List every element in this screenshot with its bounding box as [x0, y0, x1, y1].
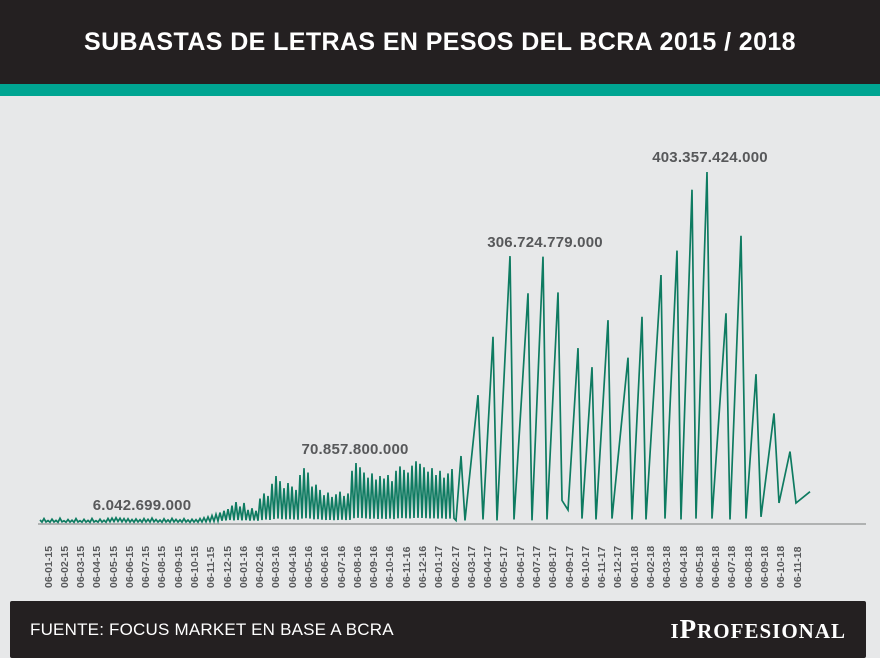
- x-axis-tick-label: 06-02-17: [449, 545, 462, 588]
- x-axis-tick-label: 06-11-17: [596, 546, 609, 588]
- x-axis-tick-label: 06-05-15: [107, 545, 120, 588]
- x-axis-tick-label: 06-03-18: [661, 545, 674, 588]
- x-axis-tick-label: 06-08-15: [156, 545, 169, 588]
- header-bar: SUBASTAS DE LETRAS EN PESOS DEL BCRA 201…: [0, 0, 880, 84]
- x-axis-tick-label: 06-12-15: [221, 545, 234, 588]
- x-axis-tick-label: 06-06-15: [123, 545, 136, 588]
- x-axis-tick-label: 06-03-17: [465, 545, 478, 588]
- chart-area: 06-01-15 06-02-15 06-03-15 06-04-15 06-05-15…: [0, 96, 880, 601]
- x-axis-tick-label: 06-01-17: [433, 545, 446, 588]
- x-axis-tick-labels: 06-01-15 06-02-15 06-03-15 06-04-15 06-05-15…: [0, 96, 880, 601]
- x-axis-tick-label: 06-07-17: [531, 545, 544, 588]
- x-axis-tick-label: 06-08-17: [547, 545, 560, 588]
- x-axis-tick-label: 06-11-18: [791, 546, 804, 588]
- x-axis-tick-label: 06-02-18: [645, 545, 658, 588]
- x-axis-tick-label: 06-04-17: [482, 545, 495, 588]
- x-axis-tick-label: 06-06-18: [710, 545, 723, 588]
- x-axis-tick-label: 06-08-18: [742, 545, 755, 588]
- x-axis-tick-label: 06-10-17: [579, 545, 592, 588]
- auction-line-chart: [38, 171, 866, 525]
- x-axis-tick-label: 06-10-16: [384, 545, 397, 588]
- x-axis-tick-label: 06-01-16: [237, 545, 250, 588]
- x-axis-tick-label: 06-07-16: [335, 545, 348, 588]
- x-axis-tick-label: 06-07-15: [140, 545, 153, 588]
- data-label: 306.724.779.000: [487, 234, 603, 251]
- x-axis-tick-label: 06-09-18: [759, 545, 772, 588]
- x-axis-tick-label: 06-12-16: [417, 545, 430, 588]
- x-axis-tick-label: 06-05-17: [498, 545, 511, 588]
- page-title: SUBASTAS DE LETRAS EN PESOS DEL BCRA 201…: [84, 27, 796, 56]
- logo-part-p: P: [679, 614, 698, 644]
- x-axis-tick-label: 06-02-16: [254, 545, 267, 588]
- x-axis-tick-label: 06-04-15: [91, 545, 104, 588]
- x-axis-tick-label: 06-03-16: [270, 545, 283, 588]
- logo-part-i: I: [670, 619, 680, 643]
- logo-part-rest: ROFESIONAL: [697, 619, 846, 643]
- x-axis-tick-label: 06-02-15: [58, 545, 71, 588]
- x-axis-tick-label: 06-06-17: [514, 545, 527, 588]
- iprofesional-logo: IPROFESIONAL: [670, 614, 846, 645]
- x-axis-tick-label: 06-09-17: [563, 545, 576, 588]
- x-axis-tick-label: 06-05-16: [303, 545, 316, 588]
- x-axis-tick-label: 06-09-16: [368, 545, 381, 588]
- x-axis-tick-label: 06-11-15: [205, 546, 218, 588]
- source-credit: FUENTE: FOCUS MARKET EN BASE A BCRA: [30, 619, 394, 639]
- x-axis-tick-label: 06-12-17: [612, 545, 625, 588]
- x-axis-tick-label: 06-01-18: [628, 545, 641, 588]
- x-axis-tick-label: 06-10-18: [775, 545, 788, 588]
- x-axis-tick-label: 06-08-16: [351, 545, 364, 588]
- footer-bar: FUENTE: FOCUS MARKET EN BASE A BCRA IPRO…: [10, 601, 866, 658]
- x-axis-tick-label: 06-06-16: [319, 545, 332, 588]
- data-label: 70.857.800.000: [301, 441, 409, 458]
- data-label: 403.357.424.000: [652, 149, 768, 166]
- x-axis-tick-label: 06-03-15: [75, 545, 88, 588]
- x-axis-tick-label: 06-10-15: [189, 545, 202, 588]
- x-axis-tick-label: 06-07-18: [726, 545, 739, 588]
- x-axis-tick-label: 06-09-15: [172, 545, 185, 588]
- accent-stripe: [0, 84, 880, 96]
- x-axis-tick-label: 06-05-18: [693, 545, 706, 588]
- x-axis-tick-label: 06-11-16: [400, 546, 413, 588]
- auction-series-line: [39, 171, 811, 525]
- x-axis-tick-label: 06-04-18: [677, 545, 690, 588]
- x-axis-tick-label: 06-01-15: [42, 545, 55, 588]
- x-axis-tick-label: 06-04-16: [286, 545, 299, 588]
- data-label: 6.042.699.000: [92, 497, 192, 514]
